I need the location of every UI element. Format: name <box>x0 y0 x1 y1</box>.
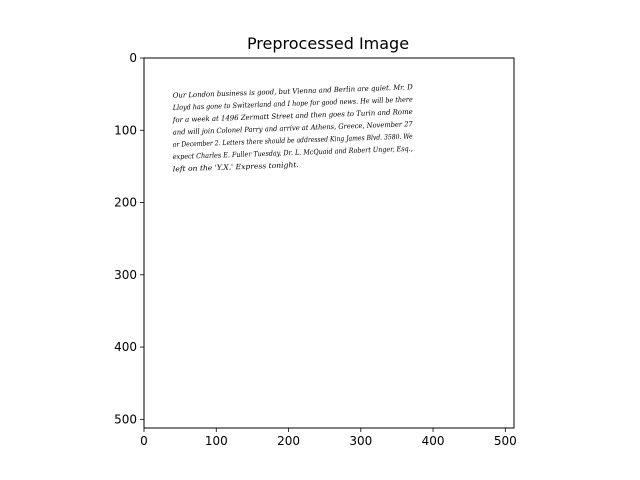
y-tick-label: 400 <box>114 340 137 354</box>
x-axis: 0 100 200 300 400 500 <box>140 428 517 448</box>
x-tick-label: 400 <box>422 434 445 448</box>
x-tick-label: 300 <box>349 434 372 448</box>
image-background <box>144 58 514 428</box>
y-tick-label: 100 <box>114 123 137 137</box>
x-tick-label: 0 <box>140 434 148 448</box>
x-tick-label: 200 <box>277 434 300 448</box>
y-tick-label: 300 <box>114 268 137 282</box>
x-tick-label: 500 <box>494 434 517 448</box>
axes-frame <box>143 57 515 429</box>
x-tick-label: 100 <box>205 434 228 448</box>
y-tick-label: 500 <box>114 412 137 426</box>
y-tick-label: 200 <box>114 196 137 210</box>
y-axis: 0 100 200 300 400 500 <box>114 51 144 426</box>
handwritten-line: left on the 'Y.X.' Express tonight. <box>173 160 299 173</box>
image-area: Our London business is good, but Vienna … <box>144 58 514 428</box>
chart-title: Preprocessed Image <box>247 34 409 53</box>
y-tick-label: 0 <box>129 51 137 65</box>
